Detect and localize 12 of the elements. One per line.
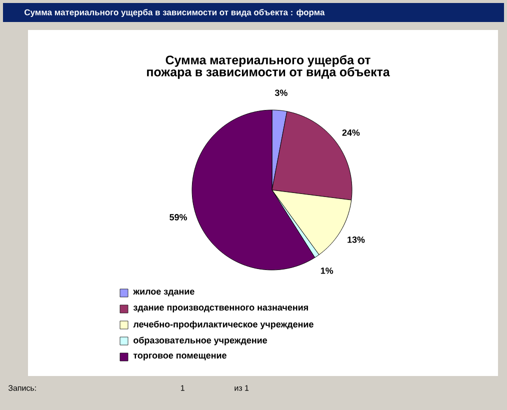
data-label: 13% [348,236,365,243]
legend-label: образовательное учреждение [134,336,268,346]
data-label: 59% [170,214,188,220]
text: Сумма материального ущерба в зависимости от вида объекта : форма [24,9,325,17]
legend-label: лечебно-профилактическое учреждение [133,320,314,330]
legend-label: торговое помещение [133,354,226,360]
data-label: 1% [320,268,334,274]
legend-label: здание производственного назначения [133,306,308,312]
chart-title: Сумма материального ущерба от пожара в зависимости от вида объекта [147,55,390,79]
legend-label: жилое здание [133,290,194,296]
data-label: 3% [274,90,288,96]
data-label: 24% [342,129,360,136]
